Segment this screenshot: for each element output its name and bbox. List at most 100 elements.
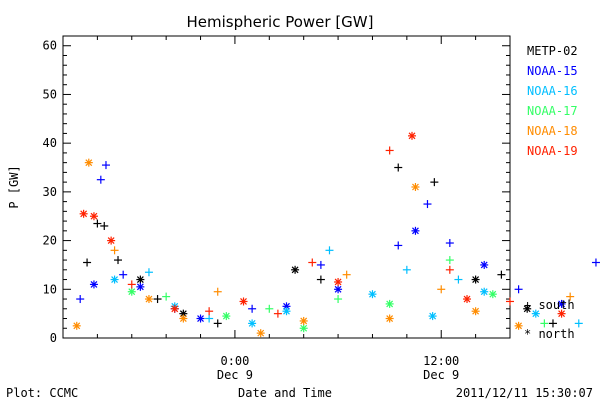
south-point <box>514 285 523 294</box>
north-point <box>72 321 81 330</box>
data-points <box>72 131 600 338</box>
south-point <box>316 275 325 284</box>
south-point <box>591 258 600 267</box>
north-point <box>144 295 153 304</box>
north-point <box>334 277 343 286</box>
north-point <box>107 236 116 245</box>
south-point <box>334 295 343 304</box>
chart-title: Hemispheric Power [GW] <box>187 13 374 31</box>
legend-entry: NOAA-15 <box>527 64 578 78</box>
marker-legend-entry: + south <box>524 298 575 312</box>
north-point <box>557 309 566 318</box>
north-point <box>248 319 257 328</box>
north-point <box>282 307 291 316</box>
north-point <box>368 290 377 299</box>
north-point <box>179 314 188 323</box>
north-point <box>222 312 231 321</box>
marker-legend-entry: * north <box>524 327 575 341</box>
legend: METP-02 NOAA-15 NOAA-16 NOAA-17 NOAA-18 NOAA-… <box>527 44 578 158</box>
south-point <box>213 287 222 296</box>
north-point <box>480 260 489 269</box>
north-point <box>239 297 248 306</box>
plot-frame <box>62 35 511 339</box>
y-tick-label: 0 <box>50 331 57 345</box>
south-point <box>423 200 432 209</box>
south-point <box>445 256 454 265</box>
south-point <box>325 246 334 255</box>
south-point <box>308 258 317 267</box>
north-point <box>79 209 88 218</box>
north-point <box>256 329 265 338</box>
x-tick-date-label: Dec 9 <box>217 368 253 382</box>
south-point <box>394 163 403 172</box>
y-tick-label: 30 <box>43 185 57 199</box>
south-point <box>248 304 257 313</box>
north-point <box>334 285 343 294</box>
y-tick-label: 60 <box>43 39 57 53</box>
north-point <box>196 314 205 323</box>
south-point <box>394 241 403 250</box>
south-point <box>437 285 446 294</box>
south-point <box>497 270 506 279</box>
south-point <box>445 239 454 248</box>
north-point <box>136 275 145 284</box>
north-point <box>411 183 420 191</box>
south-point <box>265 304 274 313</box>
south-point <box>76 295 85 304</box>
x-tick-date-label: Dec 9 <box>423 368 459 382</box>
south-point <box>548 319 557 328</box>
south-point <box>205 314 214 323</box>
north-point <box>514 321 523 330</box>
south-point <box>144 268 153 277</box>
y-tick-label: 50 <box>43 87 57 101</box>
south-point <box>83 258 92 267</box>
south-point <box>101 161 110 170</box>
x-axis-label: Date and Time <box>238 386 332 400</box>
north-point <box>557 299 566 308</box>
south-point <box>162 292 171 301</box>
north-point <box>523 304 532 313</box>
south-point <box>574 319 583 328</box>
north-point <box>89 280 98 289</box>
north-point <box>471 307 480 316</box>
legend-entry: NOAA-19 <box>527 144 578 158</box>
south-point <box>316 260 325 269</box>
legend-entry: NOAA-16 <box>527 84 578 98</box>
south-point <box>566 292 575 301</box>
x-tick-time-label: 12:00 <box>423 354 459 368</box>
south-point <box>119 270 128 279</box>
marker-legend: + south * north <box>524 298 575 341</box>
legend-entry: METP-02 <box>527 44 578 58</box>
south-point <box>273 309 282 318</box>
south-point <box>100 221 109 230</box>
north-point <box>170 304 179 313</box>
south-point <box>153 295 162 304</box>
south-point <box>93 219 102 228</box>
south-point <box>96 175 105 184</box>
north-point <box>89 212 98 221</box>
north-point <box>136 282 145 291</box>
north-point <box>411 226 420 235</box>
legend-entry: NOAA-18 <box>527 124 578 138</box>
north-point <box>291 265 300 274</box>
north-point <box>385 314 394 323</box>
y-tick-label: 10 <box>43 282 57 296</box>
south-point <box>213 319 222 328</box>
north-point <box>471 275 480 284</box>
south-point <box>127 280 136 289</box>
south-point <box>385 146 394 155</box>
south-point <box>205 307 214 316</box>
south-point <box>114 256 123 265</box>
north-point <box>488 290 497 299</box>
north-point <box>480 287 489 296</box>
south-point <box>454 275 463 284</box>
north-point <box>428 312 437 321</box>
south-point <box>445 265 454 274</box>
north-point <box>282 302 291 311</box>
north-point <box>385 299 394 308</box>
north-point <box>110 275 119 284</box>
south-point <box>110 246 119 255</box>
plot-timestamp: 2011/12/11 15:30:07 <box>456 386 593 400</box>
